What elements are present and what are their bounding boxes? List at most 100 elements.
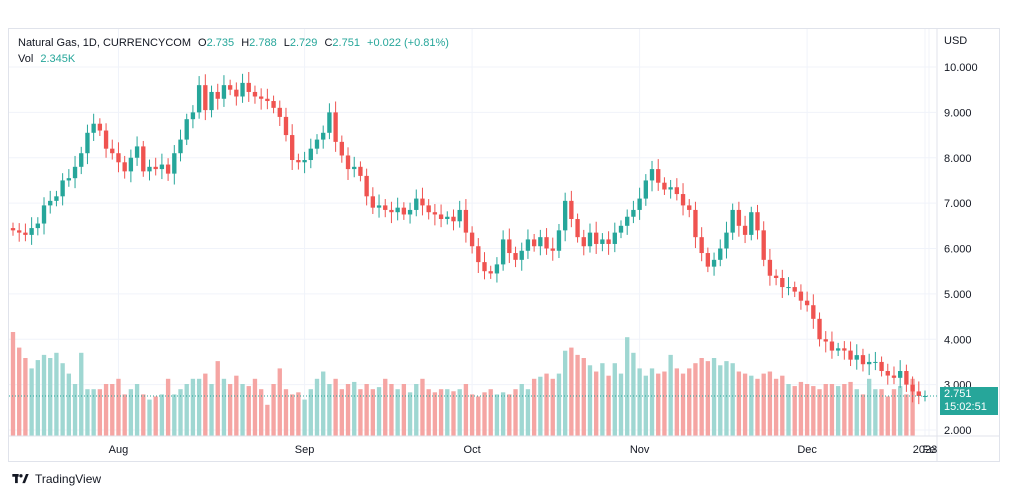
x-tick-label: Oct [464,444,481,456]
volume-bar [159,394,165,436]
candle-body [72,166,78,179]
volume-bar [476,396,481,436]
brand-name: TradingView [35,472,102,486]
open-value: 2.735 [206,37,235,49]
volume-bar [10,332,16,436]
candle-body [85,132,90,154]
volume-bar [680,373,686,436]
y-tick-label: 7.000 [944,198,972,210]
candle-body [898,371,903,378]
volume-bar [60,363,65,436]
candle-body [147,166,152,172]
volume-bar [469,394,475,436]
volume-bar [91,389,96,436]
volume-bar [804,384,810,436]
volume-bar [376,387,382,436]
candle-body [17,230,22,233]
volume-bar [482,392,487,436]
candle-body [246,82,251,92]
candle-body [848,350,853,360]
candle-body [308,148,313,161]
candle-body [159,164,165,170]
volume-bar [488,389,493,436]
volume-bar [258,389,264,436]
candle-body [761,230,766,260]
volume-bar [364,384,369,436]
volume-bar [773,378,779,436]
volume-bar [153,396,158,436]
volume-bar [116,378,121,436]
candle-body [395,207,400,213]
open-label: O [198,37,207,49]
candle-body [420,198,425,206]
volume-bar [898,386,903,436]
low-value: 2.729 [289,37,318,49]
volume-bar [85,389,90,436]
x-tick-label: 2023 [913,444,937,456]
candle-body [482,262,487,272]
candle-body [345,155,351,170]
volume-bar [910,378,915,436]
candle-body [333,112,338,142]
volume-bar [817,389,822,436]
candle-body [48,200,53,206]
volume-bar [227,384,233,436]
symbol-label[interactable]: Natural Gas, 1D, CURRENCYCOM [18,37,191,49]
candle-body [401,207,407,215]
candle-body [240,82,245,97]
volume-bar [333,378,338,436]
close-label: C [324,37,333,49]
candle-body [227,85,233,90]
candle-body [426,205,431,213]
candle-body [438,214,444,220]
candle-body [451,216,456,222]
volume-value: 2.345K [40,53,76,65]
volume-bar [265,404,270,436]
candle-body [513,253,518,260]
candle-body [494,264,500,274]
candle-body [370,196,376,208]
volume-bar [643,375,648,436]
candle-body [891,375,897,378]
candle-body [612,232,617,244]
candle-body [742,225,748,235]
candle-body [699,237,704,254]
legend-ohlc-row: Natural Gas, 1D, CURRENCYCOM O2.735 H2.7… [18,35,449,51]
x-tick-label: Nov [630,444,650,456]
volume-bar [283,389,289,436]
candle-body [693,209,698,238]
candle-body [749,212,754,235]
volume-bar [308,389,313,436]
volume-bar [904,394,909,436]
volume-bar [873,389,878,436]
candle-body [122,162,127,172]
volume-bar [562,350,568,436]
volume-bar [389,384,394,436]
candle-body [587,232,593,247]
candle-body [103,130,109,149]
volume-bar [296,392,301,436]
candle-body [314,139,320,149]
candle-body [792,287,797,292]
candles [10,71,928,405]
candle-body [773,275,779,278]
chart-legend: Natural Gas, 1D, CURRENCYCOM O2.735 H2.7… [18,35,449,67]
brand-footer[interactable]: TradingView [12,472,101,486]
candle-body [649,169,655,181]
volume-bar [823,384,828,436]
volume-bar [66,373,72,436]
candle-body [656,169,661,183]
candle-body [804,300,810,306]
y-tick-label: 5.000 [944,289,972,301]
legend-volume-row: Vol 2.345K [18,51,449,67]
change-value: +0.022 (+0.81%) [367,37,449,49]
volume-bar [618,373,624,436]
volume-bars [10,332,915,436]
y-tick-label: 10.000 [944,62,978,74]
currency-label[interactable]: USD [944,35,968,47]
volume-bar [48,358,53,436]
candle-body [860,355,866,365]
candle-body [680,194,686,206]
